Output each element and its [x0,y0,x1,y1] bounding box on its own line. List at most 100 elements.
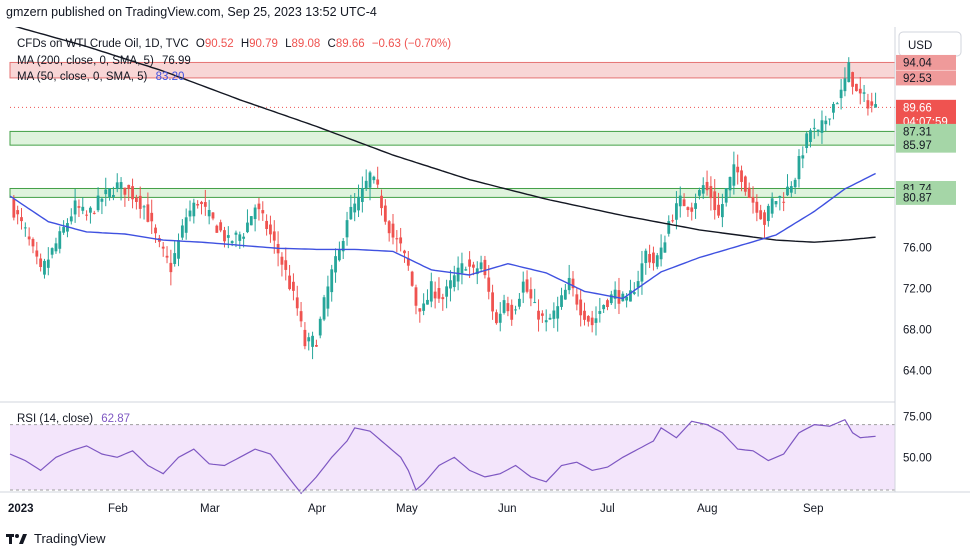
candle-body [196,204,200,206]
chart-frame: CFDs on WTI Crude Oil, 1D, TVC O90.52 H9… [0,27,970,523]
candle-body [127,184,131,189]
candle-body [544,320,548,323]
candle-body [89,207,92,213]
candle [142,204,146,220]
price-label-box [896,137,956,153]
candle [839,78,843,110]
candle [464,266,468,271]
candle-body [73,200,77,215]
candle-body [498,313,502,323]
candle [533,288,537,304]
candle [433,281,437,309]
candle-body [395,238,399,240]
time-tick: 2023 [8,503,34,515]
candle [192,198,196,224]
candle [161,242,165,257]
price-label-support: 85.97 [896,137,956,153]
candle-body [23,227,27,229]
candle-body [713,191,717,211]
candle [797,149,801,188]
candle-body [621,293,625,302]
candle-body [429,281,433,302]
candle [540,310,544,323]
candle-body [832,103,835,113]
candle-body [594,318,598,323]
candle [866,93,870,116]
candle-body [288,275,291,290]
candle [809,128,812,148]
candle [127,184,131,201]
candle-body [112,194,115,198]
candle-body [560,295,563,307]
support-zone-upper [9,130,896,146]
candle-body [376,179,380,185]
candle-body [571,278,575,289]
candle-body [606,300,609,308]
candle-body [644,250,648,263]
candle [280,252,284,277]
candle [747,182,751,199]
candle [510,299,514,326]
candle-body [805,133,809,148]
candle-body [590,317,594,326]
candle [357,184,360,218]
candle-body [295,297,299,309]
candle-body [537,310,540,320]
rsi-legend-label: RSI (14, close) [17,413,93,425]
candle [709,176,713,211]
candle-body [50,248,54,255]
candle [257,197,261,221]
candle-body [855,83,858,92]
candle-body [678,195,682,207]
candle-body [357,196,360,211]
candle-body [468,259,471,267]
candle [468,251,471,279]
candle [778,195,782,211]
candle [816,129,820,137]
candle-body [433,291,437,299]
candle-body [675,203,678,220]
candle [621,291,625,302]
support-zone-lower [9,187,896,198]
price-tick: 64.00 [903,365,932,377]
candle-body [39,258,43,268]
currency-button-label[interactable]: USD [908,40,932,52]
candle [341,238,345,260]
candle-body [774,201,778,205]
candle [495,309,498,325]
candle-body [449,280,452,289]
candle [529,277,533,307]
candle-body [663,242,667,253]
candle [146,192,150,223]
candle [858,77,862,105]
candle [154,224,157,243]
candle-body [207,209,211,217]
candle-body [602,305,606,310]
candle-body [479,262,483,269]
candle-body [609,294,613,304]
candle-body [747,187,751,198]
candle-body [870,101,874,106]
price-label-text: 92.53 [903,73,932,85]
candle-body [353,203,357,213]
candle-body [341,241,345,252]
candle-body [797,156,801,180]
price-chart[interactable]: CFDs on WTI Crude Oil, 1D, TVC O90.52 H9… [0,27,970,523]
candle [406,250,410,271]
legend-open: 90.52 [205,38,234,50]
currency-button[interactable]: USD [898,31,962,57]
price-label-support: 87.31 [896,123,956,139]
candle-body [525,279,529,292]
publisher-caption: gmzern published on TradingView.com, Sep… [6,5,377,19]
candle-body [85,214,88,216]
candle-body [724,188,728,203]
candle-body [383,205,387,222]
candle [720,193,724,228]
candle-body [521,281,525,293]
candle-body [426,299,429,305]
candle [751,186,755,214]
candle-body [782,201,786,203]
candle [632,282,636,296]
candle-body [161,246,165,249]
candle-body [586,316,590,322]
